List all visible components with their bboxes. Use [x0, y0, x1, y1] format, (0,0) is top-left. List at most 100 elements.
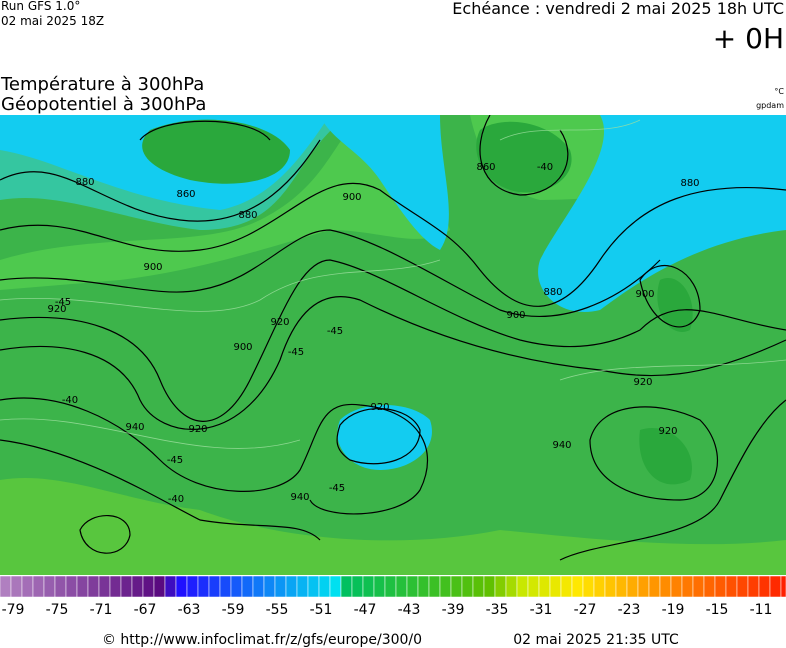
- color-swatch: [670, 575, 683, 598]
- color-swatch: [637, 575, 650, 598]
- echeance: Echéance : vendredi 2 mai 2025 18h UTC: [452, 0, 784, 18]
- contour-label: 920: [633, 377, 652, 388]
- contour-label: -45: [327, 326, 343, 337]
- contour-label: -45: [55, 297, 71, 308]
- unit: gpdam: [756, 101, 784, 110]
- scale-label: -23: [618, 602, 641, 618]
- color-swatch: [21, 575, 34, 598]
- scale-label: -71: [90, 602, 113, 618]
- contour-label: 940: [125, 422, 144, 433]
- scale-label: -19: [662, 602, 685, 618]
- color-swatch: [76, 575, 89, 598]
- color-swatch: [769, 575, 782, 598]
- color-swatch: [758, 575, 771, 598]
- color-swatch: [692, 575, 705, 598]
- color-swatch: [109, 575, 122, 598]
- color-swatch: [340, 575, 353, 598]
- contour-label: 920: [270, 317, 289, 328]
- color-swatch: [406, 575, 419, 598]
- scale-label: -31: [530, 602, 553, 618]
- contour-label: -40: [62, 395, 78, 406]
- color-swatch: [131, 575, 144, 598]
- color-swatch: [736, 575, 749, 598]
- color-swatch: [505, 575, 518, 598]
- scale-label: -75: [46, 602, 69, 618]
- contour-label: 900: [342, 192, 361, 203]
- contour-label: 920: [658, 426, 677, 437]
- contour-label: 920: [47, 304, 66, 315]
- color-scale: -79 -75 -71 -67 -63 -59 -55 -51 -47 -43 -39 -35 -31 -…: [0, 575, 786, 618]
- contour-label: -40: [537, 162, 553, 173]
- color-swatch: [725, 575, 738, 598]
- contour-label: 880: [238, 210, 257, 221]
- contour-label: 940: [290, 492, 309, 503]
- contour-label: 900: [143, 262, 162, 273]
- color-swatch: [659, 575, 672, 598]
- contour-label: -45: [329, 483, 345, 494]
- contour-label: 900: [233, 342, 252, 353]
- contour-label: 900: [506, 310, 525, 321]
- color-swatch: [604, 575, 617, 598]
- color-swatch: [98, 575, 111, 598]
- scale-label: -43: [398, 602, 421, 618]
- color-swatch: [318, 575, 331, 598]
- contour-label: 860: [476, 162, 495, 173]
- scale-label: -39: [442, 602, 465, 618]
- color-swatch: [395, 575, 408, 598]
- color-swatch: [120, 575, 133, 598]
- contour-label: 880: [543, 287, 562, 298]
- unit: °C: [774, 87, 784, 96]
- scale-label: -63: [178, 602, 201, 618]
- color-swatch: [626, 575, 639, 598]
- color-swatch: [439, 575, 452, 598]
- color-swatch: [681, 575, 694, 598]
- color-swatch: [527, 575, 540, 598]
- lead-time: + 0H: [713, 22, 784, 55]
- color-swatch: [373, 575, 386, 598]
- source-url: © http://www.infoclimat.fr/z/gfs/europe/…: [102, 632, 422, 648]
- timestamp: 02 mai 2025 21:35 UTC: [513, 632, 679, 648]
- scale-label: -15: [706, 602, 729, 618]
- scale-label: -55: [266, 602, 289, 618]
- color-swatch: [285, 575, 298, 598]
- run-date: 02 mai 2025 18Z: [1, 14, 104, 28]
- title: Température à 300hPa: [0, 74, 204, 95]
- color-swatch: [703, 575, 716, 598]
- color-swatch: [230, 575, 243, 598]
- color-swatch: [219, 575, 232, 598]
- color-swatch: [307, 575, 320, 598]
- color-swatch: [164, 575, 177, 598]
- color-swatch: [461, 575, 474, 598]
- color-swatch: [54, 575, 67, 598]
- color-swatch: [494, 575, 507, 598]
- color-swatch: [10, 575, 23, 598]
- scale-label: -59: [222, 602, 245, 618]
- color-swatch: [549, 575, 562, 598]
- color-swatch: [428, 575, 441, 598]
- color-swatch: [714, 575, 727, 598]
- color-swatch: [0, 575, 12, 598]
- color-swatch: [417, 575, 430, 598]
- color-swatch: [329, 575, 342, 598]
- color-swatch: [516, 575, 529, 598]
- color-swatch: [560, 575, 573, 598]
- color-swatch: [32, 575, 45, 598]
- color-swatch: [87, 575, 100, 598]
- color-swatch: [593, 575, 606, 598]
- color-swatch: [747, 575, 760, 598]
- color-swatch: [175, 575, 188, 598]
- color-swatch: [263, 575, 276, 598]
- color-swatch: [252, 575, 265, 598]
- color-swatch: [472, 575, 485, 598]
- contour-label: 940: [552, 440, 571, 451]
- contour-label: 920: [188, 424, 207, 435]
- color-swatch: [197, 575, 210, 598]
- scale-label: -47: [354, 602, 377, 618]
- scale-label: -51: [310, 602, 333, 618]
- color-swatch: [538, 575, 551, 598]
- contour-label: 880: [680, 178, 699, 189]
- scale-label: -79: [2, 602, 25, 618]
- color-swatch: [351, 575, 364, 598]
- color-swatch: [65, 575, 78, 598]
